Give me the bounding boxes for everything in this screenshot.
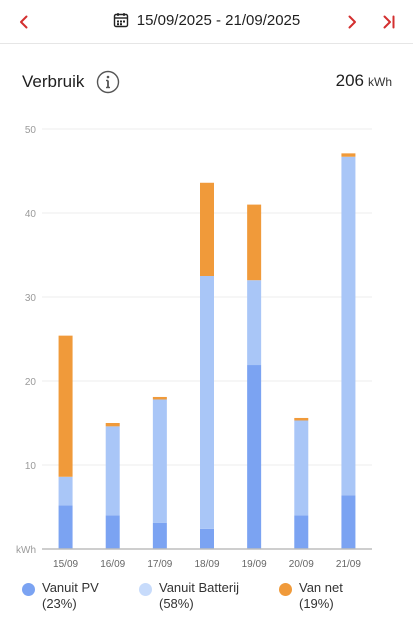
x-tick-label: 18/09 — [194, 559, 219, 570]
x-tick-label: 19/09 — [242, 559, 267, 570]
date-navigation-bar: 15/09/2025 - 21/09/2025 — [0, 0, 413, 44]
bar-segment — [247, 204, 262, 281]
legend-item-pv: Vanuit PV (23%) — [22, 580, 99, 612]
skip-to-end-icon — [383, 15, 395, 29]
chevron-right-icon — [348, 15, 356, 29]
bar-segment — [200, 182, 214, 276]
legend-item-battery: Vanuit Batterij (58%) — [139, 580, 239, 612]
legend-swatch-grid — [279, 583, 292, 596]
bar-segment — [200, 528, 214, 549]
legend-swatch-battery — [139, 583, 152, 596]
bar-segment — [341, 156, 356, 496]
y-tick-label: 20 — [25, 377, 37, 388]
legend-label-battery: Vanuit Batterij — [159, 580, 239, 595]
bar-segment — [58, 505, 73, 549]
x-tick-label: 17/09 — [147, 559, 172, 570]
bar-segment — [247, 280, 262, 366]
total-unit: kWh — [368, 75, 392, 89]
legend-label-pv: Vanuit PV — [42, 580, 99, 595]
bar-segment — [294, 417, 309, 421]
x-tick-label: 15/09 — [53, 559, 78, 570]
y-tick-label: 50 — [25, 125, 37, 136]
y-tick-label: 40 — [25, 209, 37, 220]
bar-segment — [152, 399, 167, 523]
page-title: Verbruik — [22, 72, 85, 91]
bar-segment — [105, 426, 120, 516]
x-tick-label: 20/09 — [289, 559, 314, 570]
total-value: 206 — [335, 71, 364, 90]
calendar-icon — [113, 13, 128, 28]
date-range-text: 15/09/2025 - 21/09/2025 — [136, 11, 301, 29]
legend-percent-grid: (19%) — [299, 596, 334, 611]
bar-segment — [105, 423, 120, 427]
date-range-picker[interactable]: 15/09/2025 - 21/09/2025 — [0, 0, 413, 40]
next-week-button[interactable] — [338, 8, 366, 36]
x-tick-label: 16/09 — [100, 559, 125, 570]
legend-percent-battery: (58%) — [159, 596, 194, 611]
x-tick-label: 21/09 — [336, 559, 361, 570]
consumption-header: Verbruik 206 kWh — [22, 68, 392, 98]
bar-segment — [341, 153, 356, 157]
consumption-chart: 10 20 30 40 50 kWh 15/09 16/09 17/09 18/09 19/09 20… — [16, 125, 372, 570]
y-tick-label: 30 — [25, 293, 37, 304]
bar-segment — [294, 420, 309, 516]
bar-segment — [58, 476, 73, 506]
bar-segment — [152, 522, 167, 549]
total-consumption: 206 kWh — [336, 71, 392, 91]
bar-segment — [247, 365, 262, 549]
previous-week-button[interactable] — [10, 8, 38, 36]
legend-item-grid: Van net (19%) — [279, 580, 343, 612]
bar-segment — [200, 276, 214, 529]
legend-percent-pv: (23%) — [42, 596, 77, 611]
bar-segment — [152, 396, 167, 400]
bar-segment — [105, 515, 120, 549]
legend-swatch-pv — [22, 583, 35, 596]
chevron-left-icon — [20, 15, 28, 29]
legend-label-grid: Van net — [299, 580, 343, 595]
bar-segment — [58, 335, 73, 477]
chart-legend: Vanuit PV (23%) Vanuit Batterij (58%) Van … — [22, 580, 402, 620]
bar-segment — [294, 515, 309, 549]
bar-segment — [341, 495, 356, 549]
y-tick-label: 10 — [25, 461, 37, 472]
last-week-button[interactable] — [375, 8, 403, 36]
y-axis-unit-label: kWh — [16, 545, 36, 556]
info-icon[interactable] — [96, 70, 120, 94]
